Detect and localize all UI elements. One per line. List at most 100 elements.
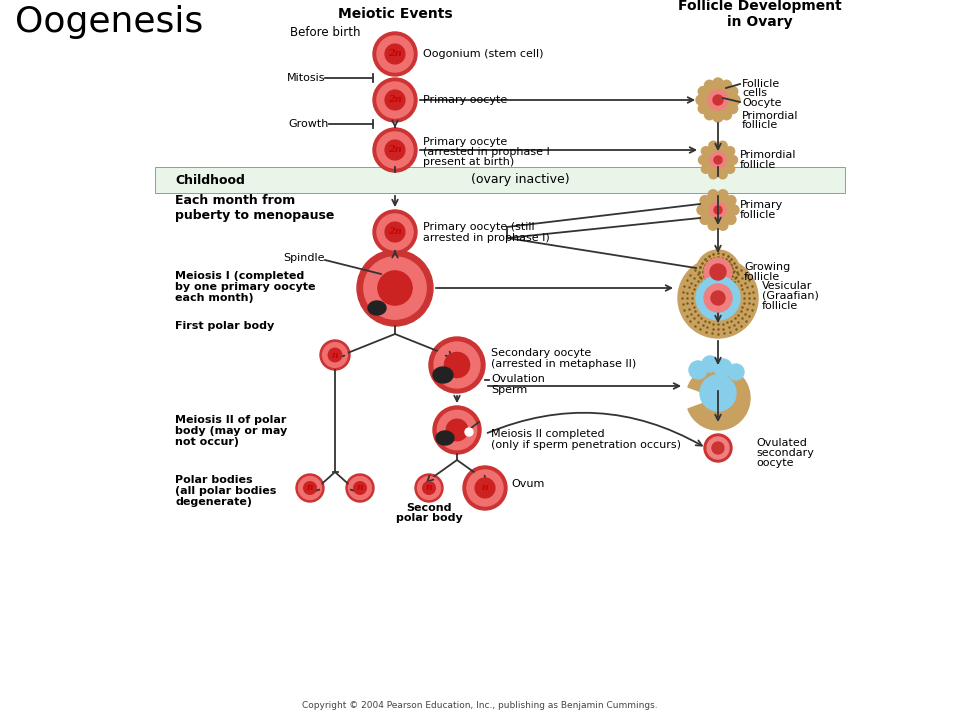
Text: Secondary oocyte: Secondary oocyte (491, 348, 591, 358)
Text: follicle: follicle (742, 120, 779, 130)
Text: Ovum: Ovum (511, 479, 544, 489)
Circle shape (438, 410, 477, 450)
Circle shape (700, 196, 710, 206)
Circle shape (444, 352, 469, 377)
Circle shape (700, 375, 736, 411)
Circle shape (678, 258, 758, 338)
Circle shape (722, 80, 732, 90)
Circle shape (714, 156, 722, 164)
Text: Copyright © 2004 Pearson Education, Inc., publishing as Benjamin Cummings.: Copyright © 2004 Pearson Education, Inc.… (302, 701, 658, 710)
Circle shape (696, 95, 706, 105)
Text: (all polar bodies: (all polar bodies (175, 486, 276, 496)
Circle shape (385, 222, 405, 242)
Text: Meiosis II completed: Meiosis II completed (491, 429, 605, 439)
Text: Oogonium (stem cell): Oogonium (stem cell) (423, 49, 543, 59)
Text: n: n (307, 484, 313, 492)
Circle shape (377, 82, 413, 118)
Text: follicle: follicle (740, 160, 777, 170)
Circle shape (726, 196, 736, 206)
Circle shape (718, 170, 727, 179)
Circle shape (729, 156, 737, 164)
Circle shape (728, 364, 744, 380)
Text: Ovulation: Ovulation (491, 374, 545, 384)
Circle shape (697, 205, 707, 215)
Circle shape (415, 474, 443, 502)
Text: Oocyte: Oocyte (742, 98, 781, 108)
Text: follicle: follicle (762, 301, 799, 311)
Circle shape (722, 109, 732, 120)
Circle shape (696, 250, 740, 294)
FancyBboxPatch shape (155, 167, 845, 193)
Text: Second: Second (406, 503, 452, 513)
Text: Growing: Growing (744, 262, 790, 272)
Circle shape (706, 148, 730, 172)
Text: Follicle Development
in Ovary: Follicle Development in Ovary (678, 0, 842, 29)
Circle shape (710, 152, 726, 168)
Text: arrested in prophase I): arrested in prophase I) (423, 233, 550, 243)
Text: Mitosis: Mitosis (286, 73, 325, 83)
Text: n: n (357, 484, 363, 492)
Text: 2n: 2n (388, 96, 402, 104)
Circle shape (714, 206, 722, 214)
Circle shape (385, 140, 405, 160)
Circle shape (707, 437, 729, 459)
Circle shape (698, 104, 708, 114)
Circle shape (708, 170, 718, 179)
Polygon shape (368, 301, 386, 315)
Circle shape (364, 257, 426, 319)
Text: n: n (332, 351, 338, 359)
Text: follicle: follicle (744, 272, 780, 282)
Text: polar body: polar body (396, 513, 463, 523)
Text: First polar body: First polar body (175, 321, 275, 331)
Text: cells: cells (742, 88, 767, 98)
Circle shape (433, 406, 481, 454)
Text: by one primary oocyte: by one primary oocyte (175, 282, 316, 292)
Circle shape (385, 90, 405, 110)
Text: secondary: secondary (756, 448, 814, 458)
Circle shape (385, 44, 405, 64)
Text: Meiotic Events: Meiotic Events (338, 7, 452, 21)
Text: Primordial: Primordial (740, 150, 797, 160)
Circle shape (708, 220, 718, 230)
Text: n: n (482, 484, 489, 492)
Text: Childhood: Childhood (175, 174, 245, 186)
Circle shape (434, 342, 480, 388)
Circle shape (299, 477, 322, 500)
Text: not occur): not occur) (175, 437, 239, 447)
Text: Before birth: Before birth (290, 25, 361, 38)
Circle shape (377, 36, 413, 72)
Text: present at birth): present at birth) (423, 157, 515, 167)
Text: 2n: 2n (388, 228, 402, 236)
Circle shape (702, 356, 718, 372)
Circle shape (698, 86, 708, 96)
Text: (Graafian): (Graafian) (762, 291, 819, 301)
Circle shape (357, 250, 433, 326)
Circle shape (467, 470, 503, 506)
Text: 2n: 2n (388, 50, 402, 58)
Text: Each month from
puberty to menopause: Each month from puberty to menopause (175, 194, 334, 222)
Text: Polar bodies: Polar bodies (175, 475, 252, 485)
Text: Primary oocyte: Primary oocyte (423, 95, 507, 105)
Text: Vesicular: Vesicular (762, 281, 812, 291)
Circle shape (320, 340, 350, 370)
Circle shape (704, 284, 732, 312)
Circle shape (712, 442, 724, 454)
Circle shape (702, 164, 710, 174)
Text: Ovulated: Ovulated (756, 438, 806, 448)
Circle shape (465, 428, 473, 436)
Text: n: n (425, 484, 432, 492)
Circle shape (710, 264, 726, 280)
Text: degenerate): degenerate) (175, 497, 252, 507)
Circle shape (463, 466, 507, 510)
Circle shape (704, 258, 732, 286)
Text: (ovary inactive): (ovary inactive) (470, 174, 569, 186)
Circle shape (726, 215, 736, 225)
Text: (arrested in prophase I: (arrested in prophase I (423, 147, 550, 157)
Circle shape (422, 482, 435, 495)
Circle shape (705, 80, 714, 90)
Circle shape (705, 109, 714, 120)
Circle shape (475, 478, 495, 498)
Circle shape (704, 86, 732, 114)
Circle shape (711, 291, 725, 305)
Text: oocyte: oocyte (756, 458, 794, 468)
